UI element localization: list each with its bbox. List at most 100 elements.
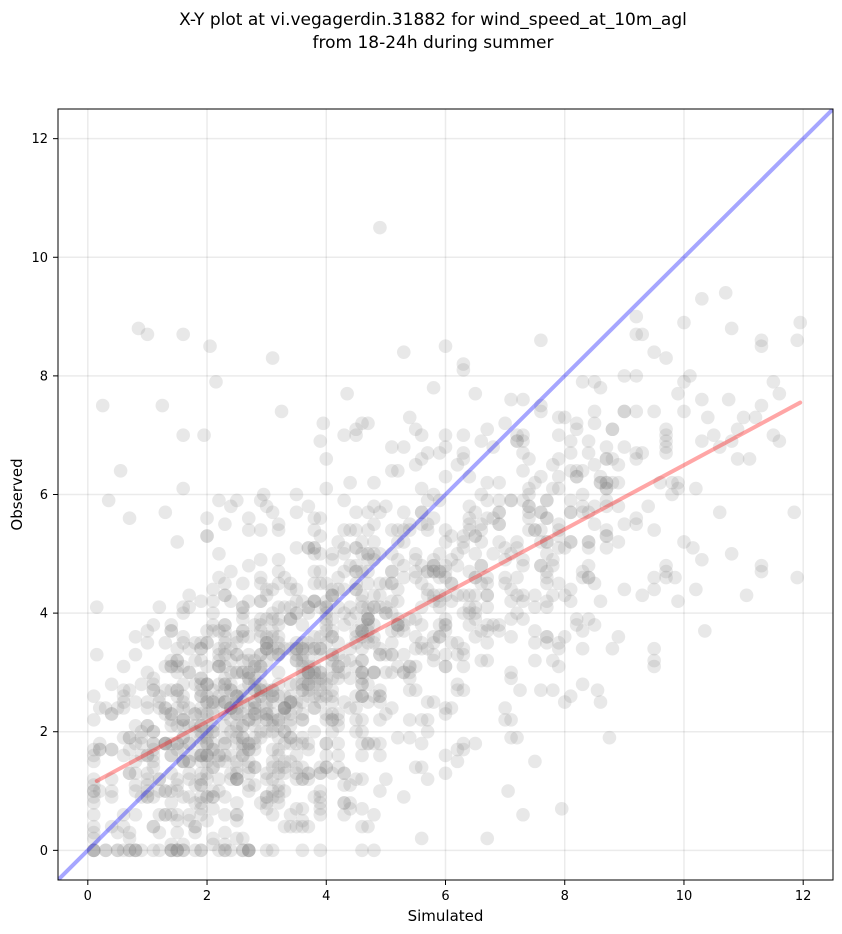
data-point — [373, 641, 387, 656]
data-point — [301, 635, 316, 650]
data-point — [513, 683, 527, 698]
data-point — [295, 647, 310, 662]
data-point — [241, 742, 256, 757]
data-point — [176, 600, 190, 614]
data-point — [510, 434, 524, 448]
data-point — [522, 487, 536, 502]
data-point — [241, 558, 256, 573]
data-point — [283, 582, 298, 597]
data-point — [164, 843, 179, 858]
data-point — [236, 719, 250, 733]
data-point — [164, 748, 179, 763]
data-point — [444, 576, 459, 591]
data-point — [391, 552, 405, 567]
data-point — [379, 647, 393, 662]
data-point — [492, 505, 506, 520]
data-point — [313, 564, 328, 579]
data-point — [253, 677, 268, 692]
data-point — [325, 647, 340, 662]
data-point — [432, 547, 447, 561]
data-point — [581, 505, 596, 520]
data-point — [247, 618, 262, 632]
data-point — [665, 487, 679, 502]
chart-title-line-1: X-Y plot at vi.vegagerdin.31882 for wind… — [179, 10, 687, 30]
data-point — [224, 713, 238, 727]
data-point — [617, 369, 632, 383]
data-point — [176, 719, 190, 733]
data-point — [271, 576, 286, 591]
data-point — [432, 594, 447, 609]
data-point — [218, 641, 232, 656]
data-point — [498, 552, 512, 567]
data-point — [551, 635, 566, 650]
data-point — [224, 683, 238, 698]
data-point — [230, 772, 244, 786]
data-point — [164, 807, 179, 822]
data-point — [146, 677, 161, 692]
data-point — [480, 618, 495, 632]
data-point — [349, 630, 363, 644]
data-point — [182, 719, 196, 733]
data-point — [325, 689, 340, 703]
data-point — [218, 843, 232, 858]
data-point — [200, 635, 214, 650]
data-point — [361, 523, 375, 537]
data-point — [516, 493, 530, 508]
data-point — [319, 594, 334, 609]
data-point — [408, 564, 423, 579]
data-point — [581, 434, 596, 448]
data-point — [325, 695, 340, 709]
data-point — [104, 819, 119, 834]
data-point — [391, 582, 405, 597]
data-point — [265, 612, 280, 626]
data-point — [200, 736, 214, 751]
data-point — [373, 784, 387, 798]
data-point — [313, 547, 328, 561]
data-point — [122, 683, 137, 698]
data-point — [569, 469, 584, 484]
data-point — [295, 683, 310, 698]
data-point — [373, 683, 387, 698]
data-point — [563, 493, 578, 508]
data-point — [396, 535, 411, 549]
data-point — [104, 772, 119, 786]
data-point — [241, 701, 256, 715]
data-point — [313, 766, 328, 781]
data-point — [218, 736, 232, 751]
data-point — [563, 446, 578, 460]
data-point — [295, 641, 310, 656]
data-point — [194, 677, 208, 692]
data-point — [295, 802, 310, 816]
data-point — [510, 606, 524, 620]
data-point — [319, 600, 334, 614]
data-point — [385, 606, 399, 620]
y-tick-label: 8 — [40, 369, 48, 384]
data-point — [206, 760, 220, 775]
data-point — [134, 677, 149, 692]
data-point — [659, 440, 673, 454]
data-point — [206, 618, 220, 632]
data-point — [218, 754, 232, 769]
data-point — [343, 671, 357, 686]
data-point — [289, 701, 304, 715]
data-point — [265, 772, 280, 786]
data-point — [432, 630, 447, 644]
data-point — [551, 529, 566, 543]
data-point — [462, 564, 477, 579]
data-point — [104, 677, 119, 692]
data-point — [110, 843, 125, 858]
data-point — [194, 802, 208, 816]
data-point — [241, 713, 256, 727]
data-point — [236, 730, 250, 745]
data-point — [271, 665, 286, 680]
data-point — [176, 701, 190, 715]
data-point — [188, 677, 202, 692]
data-point — [599, 475, 614, 490]
data-point — [164, 766, 179, 781]
data-point — [283, 641, 298, 656]
data-point — [134, 724, 149, 739]
data-point — [551, 517, 566, 531]
data-point — [176, 837, 190, 852]
data-point — [349, 576, 363, 591]
data-point — [230, 796, 244, 810]
